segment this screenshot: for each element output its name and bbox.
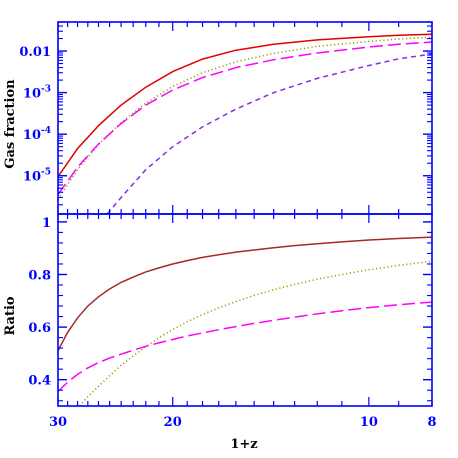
top-series-solid-line [58,33,432,178]
y-tick-label: 0.6 [28,321,51,336]
ratio-panel: 1 0.8 0.6 0.4 30 20 10 8 [28,213,437,430]
bottom-panel-frame [57,213,433,407]
bottom-series-solid-line [58,236,432,352]
gas-fraction-axis-label: Gas fraction [3,79,18,169]
bottom-series-long-dash-line [58,301,432,393]
top-series-dotted-line [58,36,432,200]
top-series-long-dash-line [58,41,432,196]
y-tick-label: 0.8 [28,268,51,283]
top-panel-frame [57,21,433,215]
y-tick-label: 1 [42,216,51,231]
x-tick-label: 20 [164,415,182,430]
x-tick-label: 8 [427,415,436,430]
y-tick-label: 0.01 [19,45,51,60]
x-tick-label: 30 [49,415,67,430]
bottom-series-dotted-line [79,260,432,406]
ratio-axis-label: Ratio [3,296,18,335]
x-axis-label: 1+z [230,437,257,452]
top-series-short-dash-line [106,53,432,214]
x-tick-label: 10 [360,415,378,430]
y-tick-label: 0.4 [28,374,51,389]
y-tick-label: 10-4 [23,126,51,143]
y-tick-label: 10-5 [23,168,51,185]
gas-fraction-panel: 0.01 10-3 10-4 10-5 [19,21,433,215]
y-tick-label: 10-3 [23,85,51,102]
